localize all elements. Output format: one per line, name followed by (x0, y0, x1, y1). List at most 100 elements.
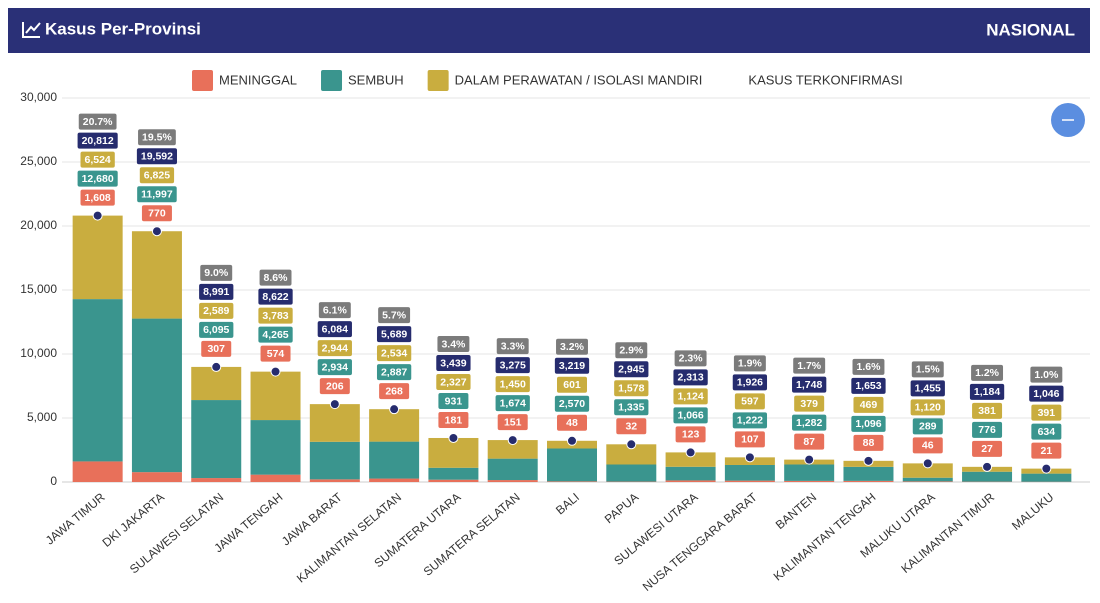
legend-swatch (321, 70, 343, 91)
percentage-label-text: 6.1% (323, 304, 348, 316)
data-label: 1,335 (614, 399, 649, 416)
legend-label: SEMBUH (348, 72, 404, 87)
data-label-box (80, 151, 115, 168)
data-label-box (497, 414, 528, 431)
percentage-label-box (200, 264, 233, 281)
bar-segment (547, 448, 597, 482)
data-label-box (614, 380, 649, 397)
data-label: 469 (853, 396, 884, 413)
data-label: 151 (497, 414, 528, 431)
data-label-text: 2,944 (322, 342, 348, 354)
data-label-text: 776 (978, 424, 996, 436)
bar-segment (309, 441, 360, 480)
percentage-label-text: 20.7% (83, 116, 113, 128)
data-label-text: 6,825 (144, 170, 170, 182)
bar-segment (1021, 473, 1072, 482)
data-label-text: 8,991 (203, 286, 229, 298)
total-marker (982, 461, 993, 472)
bar-segment (487, 480, 538, 482)
data-label-text: 123 (682, 429, 700, 441)
data-label-text: 379 (800, 398, 818, 410)
total-marker (92, 210, 103, 221)
data-label: 770 (141, 205, 172, 222)
data-label: 206 (319, 378, 350, 395)
data-label: 1,653 (851, 377, 886, 394)
percentage-label: 3.3% (496, 338, 529, 355)
collapse-button[interactable] (1051, 103, 1085, 137)
data-label-box (614, 361, 649, 378)
data-label: 3,275 (495, 357, 530, 374)
x-tick-label: KALIMANTAN SELATAN (294, 490, 404, 586)
bar-segment (487, 440, 538, 459)
data-label-box (910, 380, 945, 397)
data-label-box (436, 354, 471, 371)
data-label-box (734, 393, 765, 410)
x-tick-label: PAPUA (602, 490, 641, 526)
x-tick-label: JAWA TIMUR (43, 490, 108, 548)
data-label-text: 1,184 (974, 386, 1000, 398)
bar-segment (962, 471, 1013, 482)
data-label: 1,674 (495, 395, 530, 412)
data-label: 12,680 (77, 170, 118, 187)
legend-swatch (427, 70, 449, 91)
percentage-label-text: 1.9% (738, 358, 763, 370)
data-label: 107 (734, 431, 765, 448)
percentage-label-box (437, 335, 470, 352)
percentage-label-box (259, 269, 292, 286)
data-label-text: 1,282 (796, 417, 822, 429)
data-label-text: 1,926 (737, 377, 763, 389)
data-label: 2,944 (317, 340, 352, 357)
percentage-label-text: 9.0% (204, 267, 229, 279)
data-label: 2,945 (614, 361, 649, 378)
data-label-text: 19,592 (141, 151, 173, 163)
data-label-text: 11,997 (141, 189, 173, 201)
data-label-text: 268 (385, 385, 403, 397)
header-scope[interactable]: NASIONAL (986, 20, 1075, 39)
bar-segment (250, 371, 301, 421)
data-label-text: 46 (922, 440, 934, 452)
data-label: 1,608 (80, 189, 115, 206)
legend: MENINGGAL SEMBUH DALAM PERAWATAN / ISOLASI… (192, 70, 903, 91)
data-label: 3,439 (436, 354, 471, 371)
total-marker (211, 361, 222, 372)
data-label: 289 (912, 418, 943, 435)
y-tick-label: 10,000 (20, 346, 57, 360)
data-label-text: 1,608 (85, 192, 111, 204)
data-label-text: 27 (981, 443, 993, 455)
data-label-box (1031, 423, 1062, 440)
bar-segment (665, 466, 716, 481)
data-label-box (792, 376, 827, 393)
bar-segment (131, 318, 182, 473)
data-label-text: 2,313 (677, 372, 703, 384)
data-label-text: 2,534 (381, 347, 407, 359)
percentage-label-box (138, 129, 176, 146)
data-label-box (260, 345, 291, 362)
data-label-box (141, 205, 172, 222)
data-label: 6,524 (80, 151, 115, 168)
data-label-box (673, 369, 708, 386)
data-label-box (673, 407, 708, 424)
data-label: 20,812 (77, 132, 118, 149)
data-label-text: 1,578 (618, 383, 644, 395)
data-label-text: 88 (863, 437, 875, 449)
percentage-label-text: 1.0% (1034, 369, 1059, 381)
data-label-box (675, 426, 706, 443)
data-label-box (792, 414, 827, 431)
data-label: 11,997 (137, 186, 177, 203)
bar-segment (131, 231, 182, 319)
data-label-box (912, 418, 943, 435)
data-label-text: 1,124 (677, 391, 703, 403)
percentage-label-box (971, 364, 1004, 381)
data-label-box (972, 402, 1003, 419)
data-label: 46 (912, 437, 943, 454)
data-label: 379 (794, 395, 825, 412)
percentage-label-box (496, 338, 529, 355)
percentage-label-box (556, 338, 588, 355)
data-label-text: 20,812 (82, 135, 114, 147)
bar-segment (724, 480, 775, 482)
y-tick-label: 30,000 (20, 90, 57, 104)
percentage-label: 5.7% (378, 307, 411, 324)
y-tick-label: 15,000 (20, 282, 57, 296)
